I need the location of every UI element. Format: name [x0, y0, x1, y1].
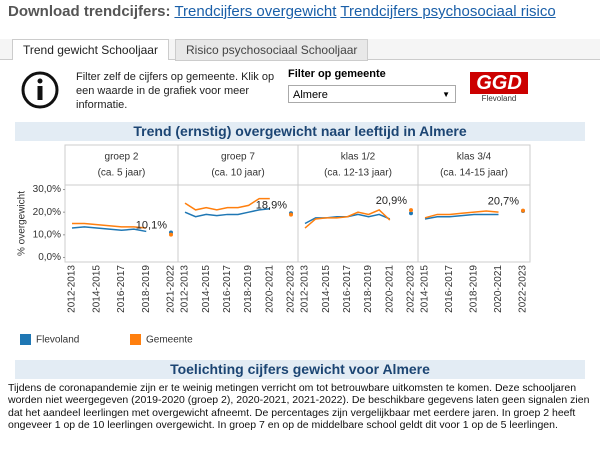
x-tick-label: 2022-2023: [286, 265, 297, 313]
point: [409, 211, 413, 216]
panel-title: groep 2: [105, 152, 139, 163]
point: [521, 208, 525, 213]
x-tick-label: 2012-2013: [180, 265, 191, 313]
header-title: Download trendcijfers:: [8, 3, 171, 20]
panel-title: groep 7: [221, 152, 255, 163]
y-tick-label: 10,0%: [33, 229, 61, 240]
x-tick-label: 2016-2017: [444, 265, 455, 313]
x-tick-label: 2014-2015: [420, 265, 431, 313]
line: [424, 210, 499, 219]
x-tick-label: 2018-2019: [469, 265, 480, 313]
line: [72, 222, 147, 229]
panel-subtitle: (ca. 10 jaar): [211, 168, 264, 179]
x-tick-label: 2012-2013: [300, 265, 311, 313]
x-tick-label: 2014-2015: [91, 265, 102, 313]
x-tick-label: 2016-2017: [222, 265, 233, 313]
value-label: 10,1%: [136, 220, 167, 232]
point: [409, 208, 413, 213]
x-tick-label: 2021-2022: [166, 265, 177, 313]
x-tick-label: 2012-2013: [67, 265, 78, 313]
info-text: Filter zelf de cijfers op gemeente. Klik…: [76, 71, 275, 111]
x-tick-label: 2018-2019: [243, 265, 254, 313]
x-tick-label: 2022-2023: [406, 265, 417, 313]
line: [424, 213, 499, 220]
x-tick-label: 2014-2015: [321, 265, 332, 313]
panel-subtitle: (ca. 14-15 jaar): [440, 168, 508, 179]
info-icon: [21, 71, 59, 109]
point: [289, 212, 293, 217]
logo-name: GGD: [470, 72, 528, 94]
line: [184, 197, 270, 211]
chart-title: Trend (ernstig) overgewicht naar leeftij…: [15, 122, 585, 141]
panel-subtitle: (ca. 5 jaar): [98, 168, 146, 179]
dropdown-value: Almere: [293, 89, 328, 101]
x-tick-label: 2020-2021: [264, 265, 275, 313]
value-label: 20,7%: [488, 195, 519, 207]
header: Download trendcijfers: Trendcijfers over…: [8, 3, 556, 20]
legend-label: Flevoland: [36, 335, 79, 346]
link[interactable]: Trendcijfers psychosociaal risico: [340, 3, 556, 20]
x-tick-label: 2022-2023: [518, 265, 529, 313]
y-tick-label: 30,0%: [33, 184, 61, 195]
panel-frame: [417, 144, 531, 263]
dropdown[interactable]: Almere ▼: [288, 85, 456, 103]
section-title: Toelichting cijfers gewicht voor Almere: [15, 360, 585, 379]
x-tick-label: 2018-2019: [141, 265, 152, 313]
legend-swatch: [20, 334, 31, 345]
y-tick-label: 0,0%: [38, 252, 61, 263]
explanation: Tijdens de coronapandemie zijn er te wei…: [8, 382, 590, 432]
line: [304, 209, 391, 229]
tab[interactable]: Risico psychosociaal Schooljaar: [175, 39, 369, 61]
x-tick-label: 2016-2017: [116, 265, 127, 313]
y-axis-label: % overgewicht: [17, 191, 28, 256]
y-tick-label: 20,0%: [33, 207, 61, 218]
value-label: 18,9%: [256, 200, 287, 212]
line: [71, 226, 147, 233]
legend-swatch: [130, 334, 141, 345]
tab-active[interactable]: Trend gewicht Schooljaar: [12, 39, 169, 60]
logo: GGD Flevoland: [470, 72, 528, 103]
panel-title: klas 1/2: [341, 152, 376, 163]
line: [184, 208, 270, 218]
x-tick-label: 2016-2017: [342, 265, 353, 313]
filter-label: Filter op gemeente: [288, 68, 386, 80]
value-label: 20,9%: [376, 195, 407, 207]
panel-title: klas 3/4: [457, 152, 492, 163]
x-tick-label: 2020-2021: [384, 265, 395, 313]
legend-label: Gemeente: [146, 335, 193, 346]
link[interactable]: Trendcijfers overgewicht: [174, 3, 337, 20]
x-tick-label: 2020-2021: [493, 265, 504, 313]
x-tick-label: 2014-2015: [201, 265, 212, 313]
x-tick-label: 2018-2019: [363, 265, 374, 313]
panel-subtitle: (ca. 12-13 jaar): [324, 168, 392, 179]
logo-region: Flevoland: [481, 94, 517, 103]
point: [169, 232, 173, 237]
